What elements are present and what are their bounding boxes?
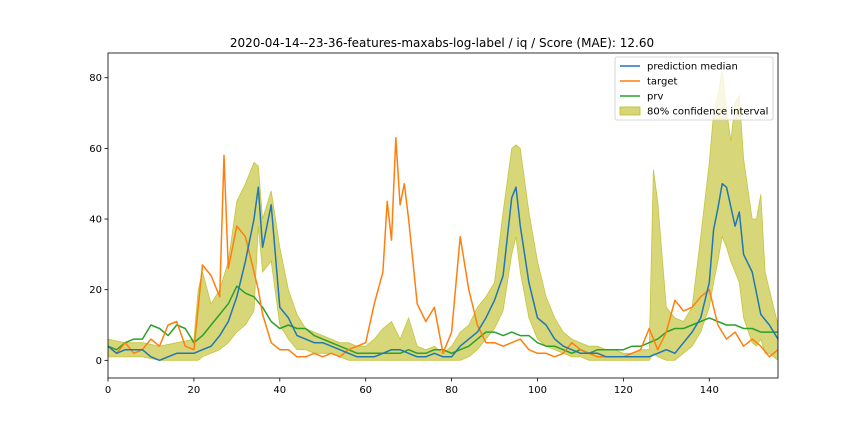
x-tick-label: 80 (445, 385, 458, 396)
legend-swatch (619, 106, 641, 116)
legend: prediction median target prv 80% confidence… (614, 56, 774, 121)
x-tick-label: 140 (700, 385, 719, 396)
y-tick-label: 60 (89, 144, 102, 155)
x-tick-label: 20 (188, 385, 201, 396)
chart-title: 2020-04-14--23-36-features-maxabs-log-la… (230, 36, 654, 50)
legend-box (614, 56, 774, 121)
legend-label: target (647, 77, 677, 88)
series-line-prediction-median (108, 182, 778, 362)
confidence-band (108, 70, 778, 361)
legend-label: prediction median (647, 62, 738, 73)
x-tick-label: 60 (359, 385, 372, 396)
series-line-target (108, 137, 778, 358)
series-layer (108, 137, 778, 362)
confidence-band-layer (108, 70, 778, 361)
legend-label: prv (647, 92, 663, 103)
x-tick-label: 0 (105, 385, 111, 396)
y-tick-label: 0 (96, 356, 102, 367)
x-tick-label: 40 (273, 385, 286, 396)
y-tick-label: 20 (89, 285, 102, 296)
legend-label: 80% confidence interval (647, 107, 768, 118)
x-tick-label: 100 (528, 385, 547, 396)
plot-frame (107, 52, 779, 379)
y-tick-label: 80 (89, 73, 102, 84)
y-tick-label: 40 (89, 215, 102, 226)
x-tick-label: 120 (614, 385, 633, 396)
axes-layer: 0 20 40 60 80 100 120 140 0 20 40 60 80 (89, 52, 779, 396)
